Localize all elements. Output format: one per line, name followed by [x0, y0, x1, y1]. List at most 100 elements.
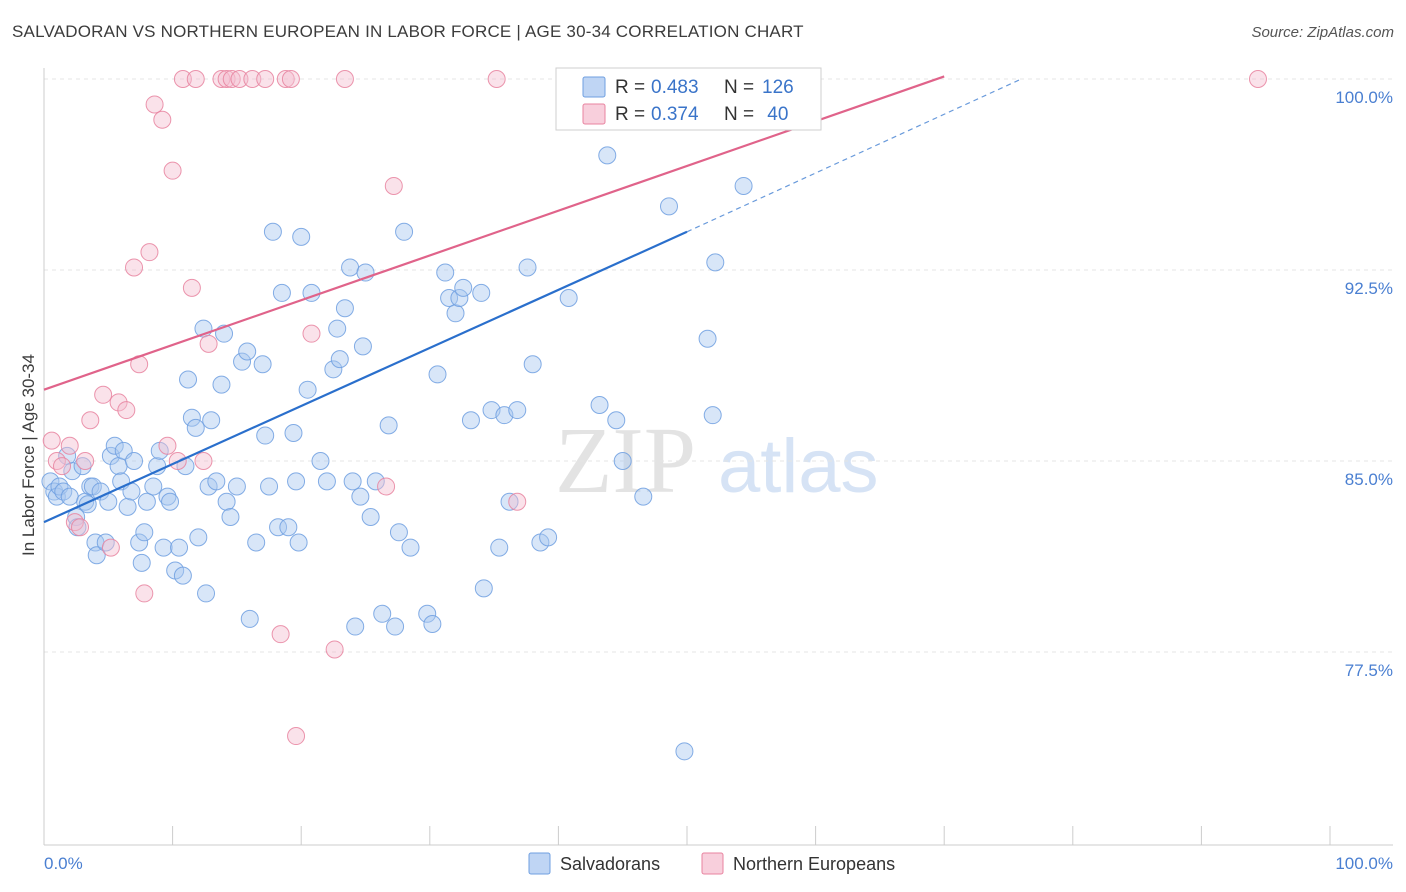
legend-r-value-2: 0.374 [651, 104, 699, 125]
salvadoran-point-50 [207, 472, 226, 491]
salvadoran-point-44 [186, 418, 205, 437]
northern-european-point-18 [158, 436, 177, 455]
x-tick-label-0: 0.0% [44, 854, 83, 873]
legend-n-label-1: N = [724, 77, 754, 98]
salvadoran-point-25 [118, 497, 137, 516]
northern-european-point-5 [71, 518, 90, 537]
salvadoran-point-100 [454, 278, 473, 297]
salvadoran-point-78 [335, 299, 354, 318]
salvadoran-point-90 [389, 523, 408, 542]
salvadoran-point-31 [137, 492, 156, 511]
northern-european-point-27 [217, 70, 236, 88]
salvadoran-point-92 [401, 538, 420, 557]
northern-european-point-9 [101, 538, 120, 557]
northern-european-point-12 [125, 258, 144, 277]
northern-european-point-34 [281, 70, 300, 88]
salvadoran-point-116 [598, 146, 617, 165]
salvadoran-point-101 [461, 411, 480, 430]
salvadoran-point-80 [343, 472, 362, 491]
salvadoran-point-108 [508, 401, 527, 420]
source-label: Source: ZipAtlas.com [1251, 24, 1394, 41]
northern-european-point-2 [53, 457, 72, 476]
salvadoran-point-117 [607, 411, 626, 430]
northern-european-point-7 [81, 411, 100, 430]
salvadoran-point-67 [284, 423, 303, 442]
salvadoran-point-39 [170, 538, 189, 557]
y-tick-label-3: 100.0% [1335, 88, 1393, 107]
northern-european-point-4 [65, 513, 84, 532]
salvadoran-point-54 [221, 508, 240, 527]
salvadoran-trend-line [43, 230, 688, 524]
salvadoran-point-64 [269, 518, 288, 537]
northern-european-point-41 [487, 70, 506, 88]
salvadoran-point-45 [189, 528, 208, 547]
northern-european-point-15 [140, 243, 159, 262]
northern-european-point-17 [153, 110, 172, 129]
salvadoran-point-96 [436, 263, 455, 282]
northern-european-point-23 [186, 70, 205, 88]
legend-n-value-1: 126 [762, 77, 794, 98]
salvadoran-point-0 [41, 472, 60, 491]
northern-european-point-31 [256, 70, 275, 88]
salvadoran-point-69 [289, 533, 308, 552]
salvadoran-point-60 [253, 355, 272, 374]
salvadoran-point-94 [423, 614, 442, 633]
salvadoran-point-125 [734, 176, 753, 195]
gridlines: 77.5% 85.0% 92.5% 100.0% [44, 78, 1393, 680]
salvadoran-point-37 [161, 492, 180, 511]
salvadoran-point-103 [474, 579, 493, 598]
salvadoran-point-35 [154, 538, 173, 557]
northern-european-point-1 [47, 452, 66, 470]
watermark-atlas: atlas [718, 424, 879, 509]
salvadoran-point-58 [240, 609, 259, 628]
legend-swatch-northern-europeans [582, 103, 606, 125]
salvadoran-point-73 [311, 452, 330, 470]
salvadoran-point-81 [346, 617, 365, 636]
salvadoran-point-22 [109, 457, 128, 476]
northern-european-point-30 [243, 70, 262, 88]
northern-european-point-32 [271, 625, 290, 644]
salvadoran-point-115 [590, 395, 609, 414]
salvadoran-point-89 [386, 617, 405, 636]
salvadoran-point-59 [247, 533, 266, 552]
salvadoran-point-99 [450, 289, 469, 308]
northern-european-point-6 [76, 452, 95, 470]
salvadoran-point-123 [703, 406, 722, 425]
stats-legend: R = 0.483 N = 126 R = 0.374 N = 40 [555, 67, 822, 131]
salvadoran-trend-extension [686, 78, 1022, 233]
salvadoran-point-61 [256, 426, 275, 445]
salvadoran-point-91 [395, 222, 414, 241]
salvadoran-point-102 [472, 283, 491, 302]
salvadoran-point-122 [698, 329, 717, 348]
legend-r-label-1: R = [615, 77, 645, 98]
salvadoran-point-74 [317, 472, 336, 491]
salvadoran-point-110 [523, 355, 542, 374]
bottom-legend-northern-europeans: Northern Europeans [733, 854, 895, 874]
northern-european-point-11 [117, 401, 136, 420]
salvadoran-point-29 [132, 553, 151, 572]
northern-european-point-42 [508, 492, 527, 511]
y-tick-label-1: 85.0% [1345, 470, 1393, 489]
salvadoran-point-88 [379, 416, 398, 435]
salvadoran-point-21 [105, 436, 124, 455]
salvadoran-point-65 [272, 283, 291, 302]
northern-european-point-37 [325, 640, 344, 659]
salvadoran-point-76 [328, 319, 347, 338]
salvadoran-point-49 [202, 411, 221, 430]
salvadoran-point-68 [287, 472, 306, 491]
salvadoran-point-62 [260, 477, 279, 496]
northern-european-point-16 [145, 95, 164, 114]
salvadoran-point-36 [158, 487, 177, 506]
northern-european-point-29 [230, 70, 249, 88]
y-tick-label-0: 77.5% [1345, 661, 1393, 680]
northern-european-point-14 [135, 584, 154, 603]
salvadoran-point-85 [361, 508, 380, 527]
salvadoran-point-30 [135, 523, 154, 542]
data-points [41, 70, 1267, 761]
legend-r-value-1: 0.483 [651, 77, 699, 98]
salvadoran-point-71 [298, 380, 317, 399]
salvadoran-point-86 [366, 472, 385, 491]
salvadoran-point-119 [634, 487, 653, 506]
salvadoran-point-95 [428, 365, 447, 384]
northern-european-point-10 [109, 393, 128, 412]
